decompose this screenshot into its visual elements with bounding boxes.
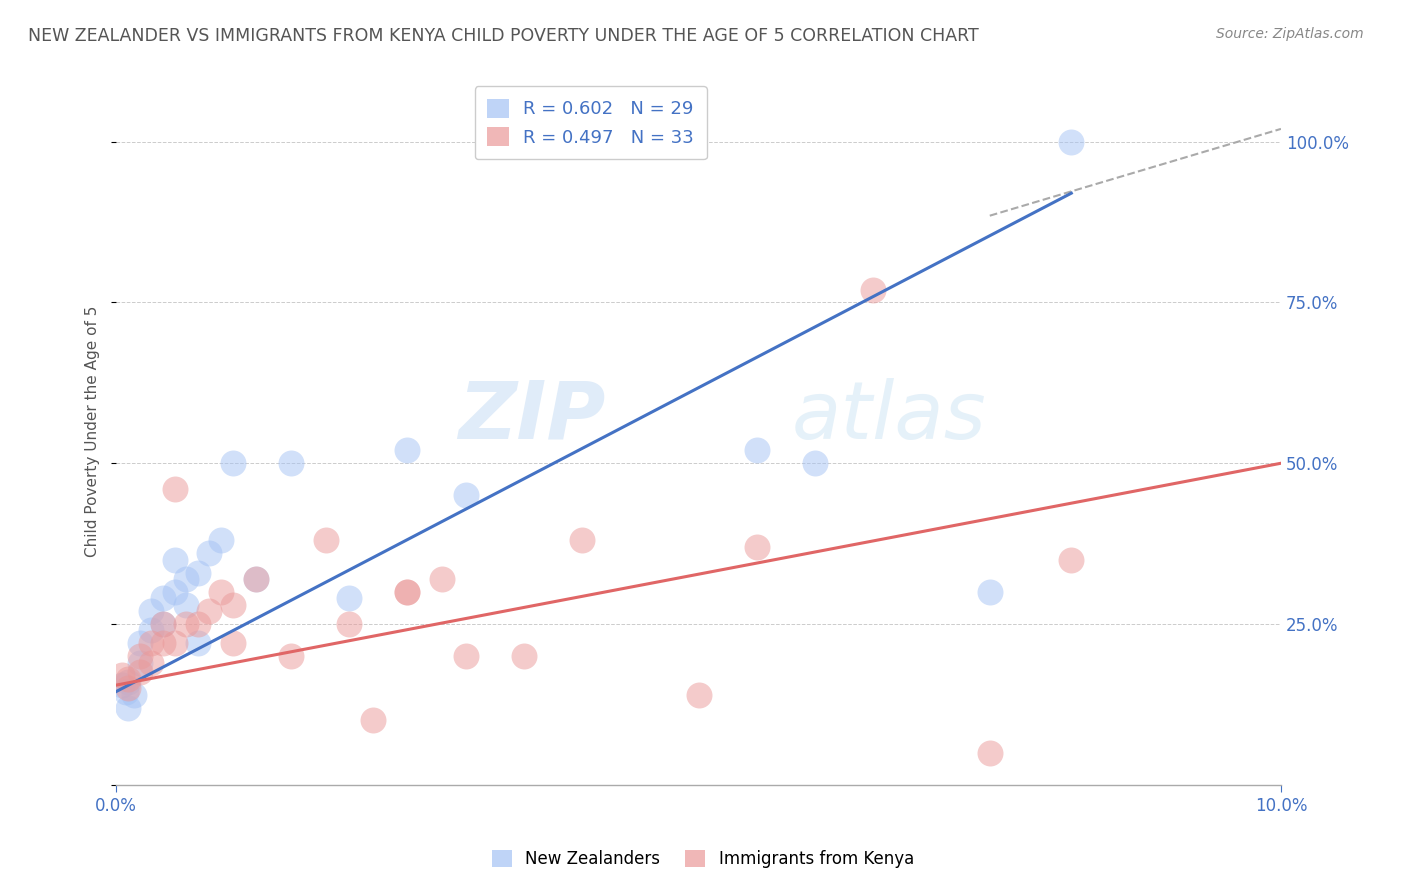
- Point: [163, 636, 186, 650]
- Point: [396, 443, 419, 458]
- Point: [1060, 552, 1083, 566]
- Point: [315, 533, 337, 548]
- Point: [117, 700, 139, 714]
- Point: [571, 533, 593, 548]
- Legend: New Zealanders, Immigrants from Kenya: New Zealanders, Immigrants from Kenya: [485, 843, 921, 875]
- Point: [454, 488, 477, 502]
- Point: [396, 585, 419, 599]
- Point: [141, 624, 163, 638]
- Point: [337, 617, 360, 632]
- Point: [163, 585, 186, 599]
- Y-axis label: Child Poverty Under the Age of 5: Child Poverty Under the Age of 5: [86, 305, 100, 557]
- Point: [152, 636, 174, 650]
- Point: [128, 656, 150, 670]
- Point: [128, 649, 150, 664]
- Point: [187, 566, 209, 580]
- Point: [245, 572, 267, 586]
- Point: [117, 674, 139, 689]
- Point: [174, 617, 197, 632]
- Point: [361, 714, 384, 728]
- Point: [688, 688, 710, 702]
- Point: [396, 585, 419, 599]
- Text: NEW ZEALANDER VS IMMIGRANTS FROM KENYA CHILD POVERTY UNDER THE AGE OF 5 CORRELAT: NEW ZEALANDER VS IMMIGRANTS FROM KENYA C…: [28, 27, 979, 45]
- Point: [432, 572, 454, 586]
- Point: [152, 617, 174, 632]
- Point: [141, 604, 163, 618]
- Point: [187, 617, 209, 632]
- Text: atlas: atlas: [792, 378, 987, 456]
- Point: [979, 746, 1001, 760]
- Point: [111, 668, 134, 682]
- Point: [209, 533, 232, 548]
- Point: [163, 482, 186, 496]
- Point: [152, 617, 174, 632]
- Point: [280, 649, 302, 664]
- Point: [745, 443, 768, 458]
- Point: [187, 636, 209, 650]
- Point: [117, 672, 139, 686]
- Point: [245, 572, 267, 586]
- Point: [804, 456, 827, 470]
- Point: [141, 656, 163, 670]
- Point: [141, 636, 163, 650]
- Point: [198, 546, 221, 560]
- Point: [163, 552, 186, 566]
- Point: [174, 572, 197, 586]
- Point: [979, 585, 1001, 599]
- Point: [128, 636, 150, 650]
- Point: [152, 591, 174, 606]
- Text: Source: ZipAtlas.com: Source: ZipAtlas.com: [1216, 27, 1364, 41]
- Point: [128, 665, 150, 680]
- Point: [513, 649, 536, 664]
- Point: [222, 456, 245, 470]
- Point: [222, 598, 245, 612]
- Text: ZIP: ZIP: [458, 378, 606, 456]
- Point: [222, 636, 245, 650]
- Point: [209, 585, 232, 599]
- Point: [174, 598, 197, 612]
- Point: [337, 591, 360, 606]
- Legend: R = 0.602   N = 29, R = 0.497   N = 33: R = 0.602 N = 29, R = 0.497 N = 33: [475, 87, 707, 160]
- Point: [117, 681, 139, 696]
- Point: [122, 688, 145, 702]
- Point: [280, 456, 302, 470]
- Point: [745, 540, 768, 554]
- Point: [1060, 135, 1083, 149]
- Point: [454, 649, 477, 664]
- Point: [114, 684, 136, 698]
- Point: [198, 604, 221, 618]
- Point: [862, 283, 884, 297]
- Point: [111, 678, 134, 692]
